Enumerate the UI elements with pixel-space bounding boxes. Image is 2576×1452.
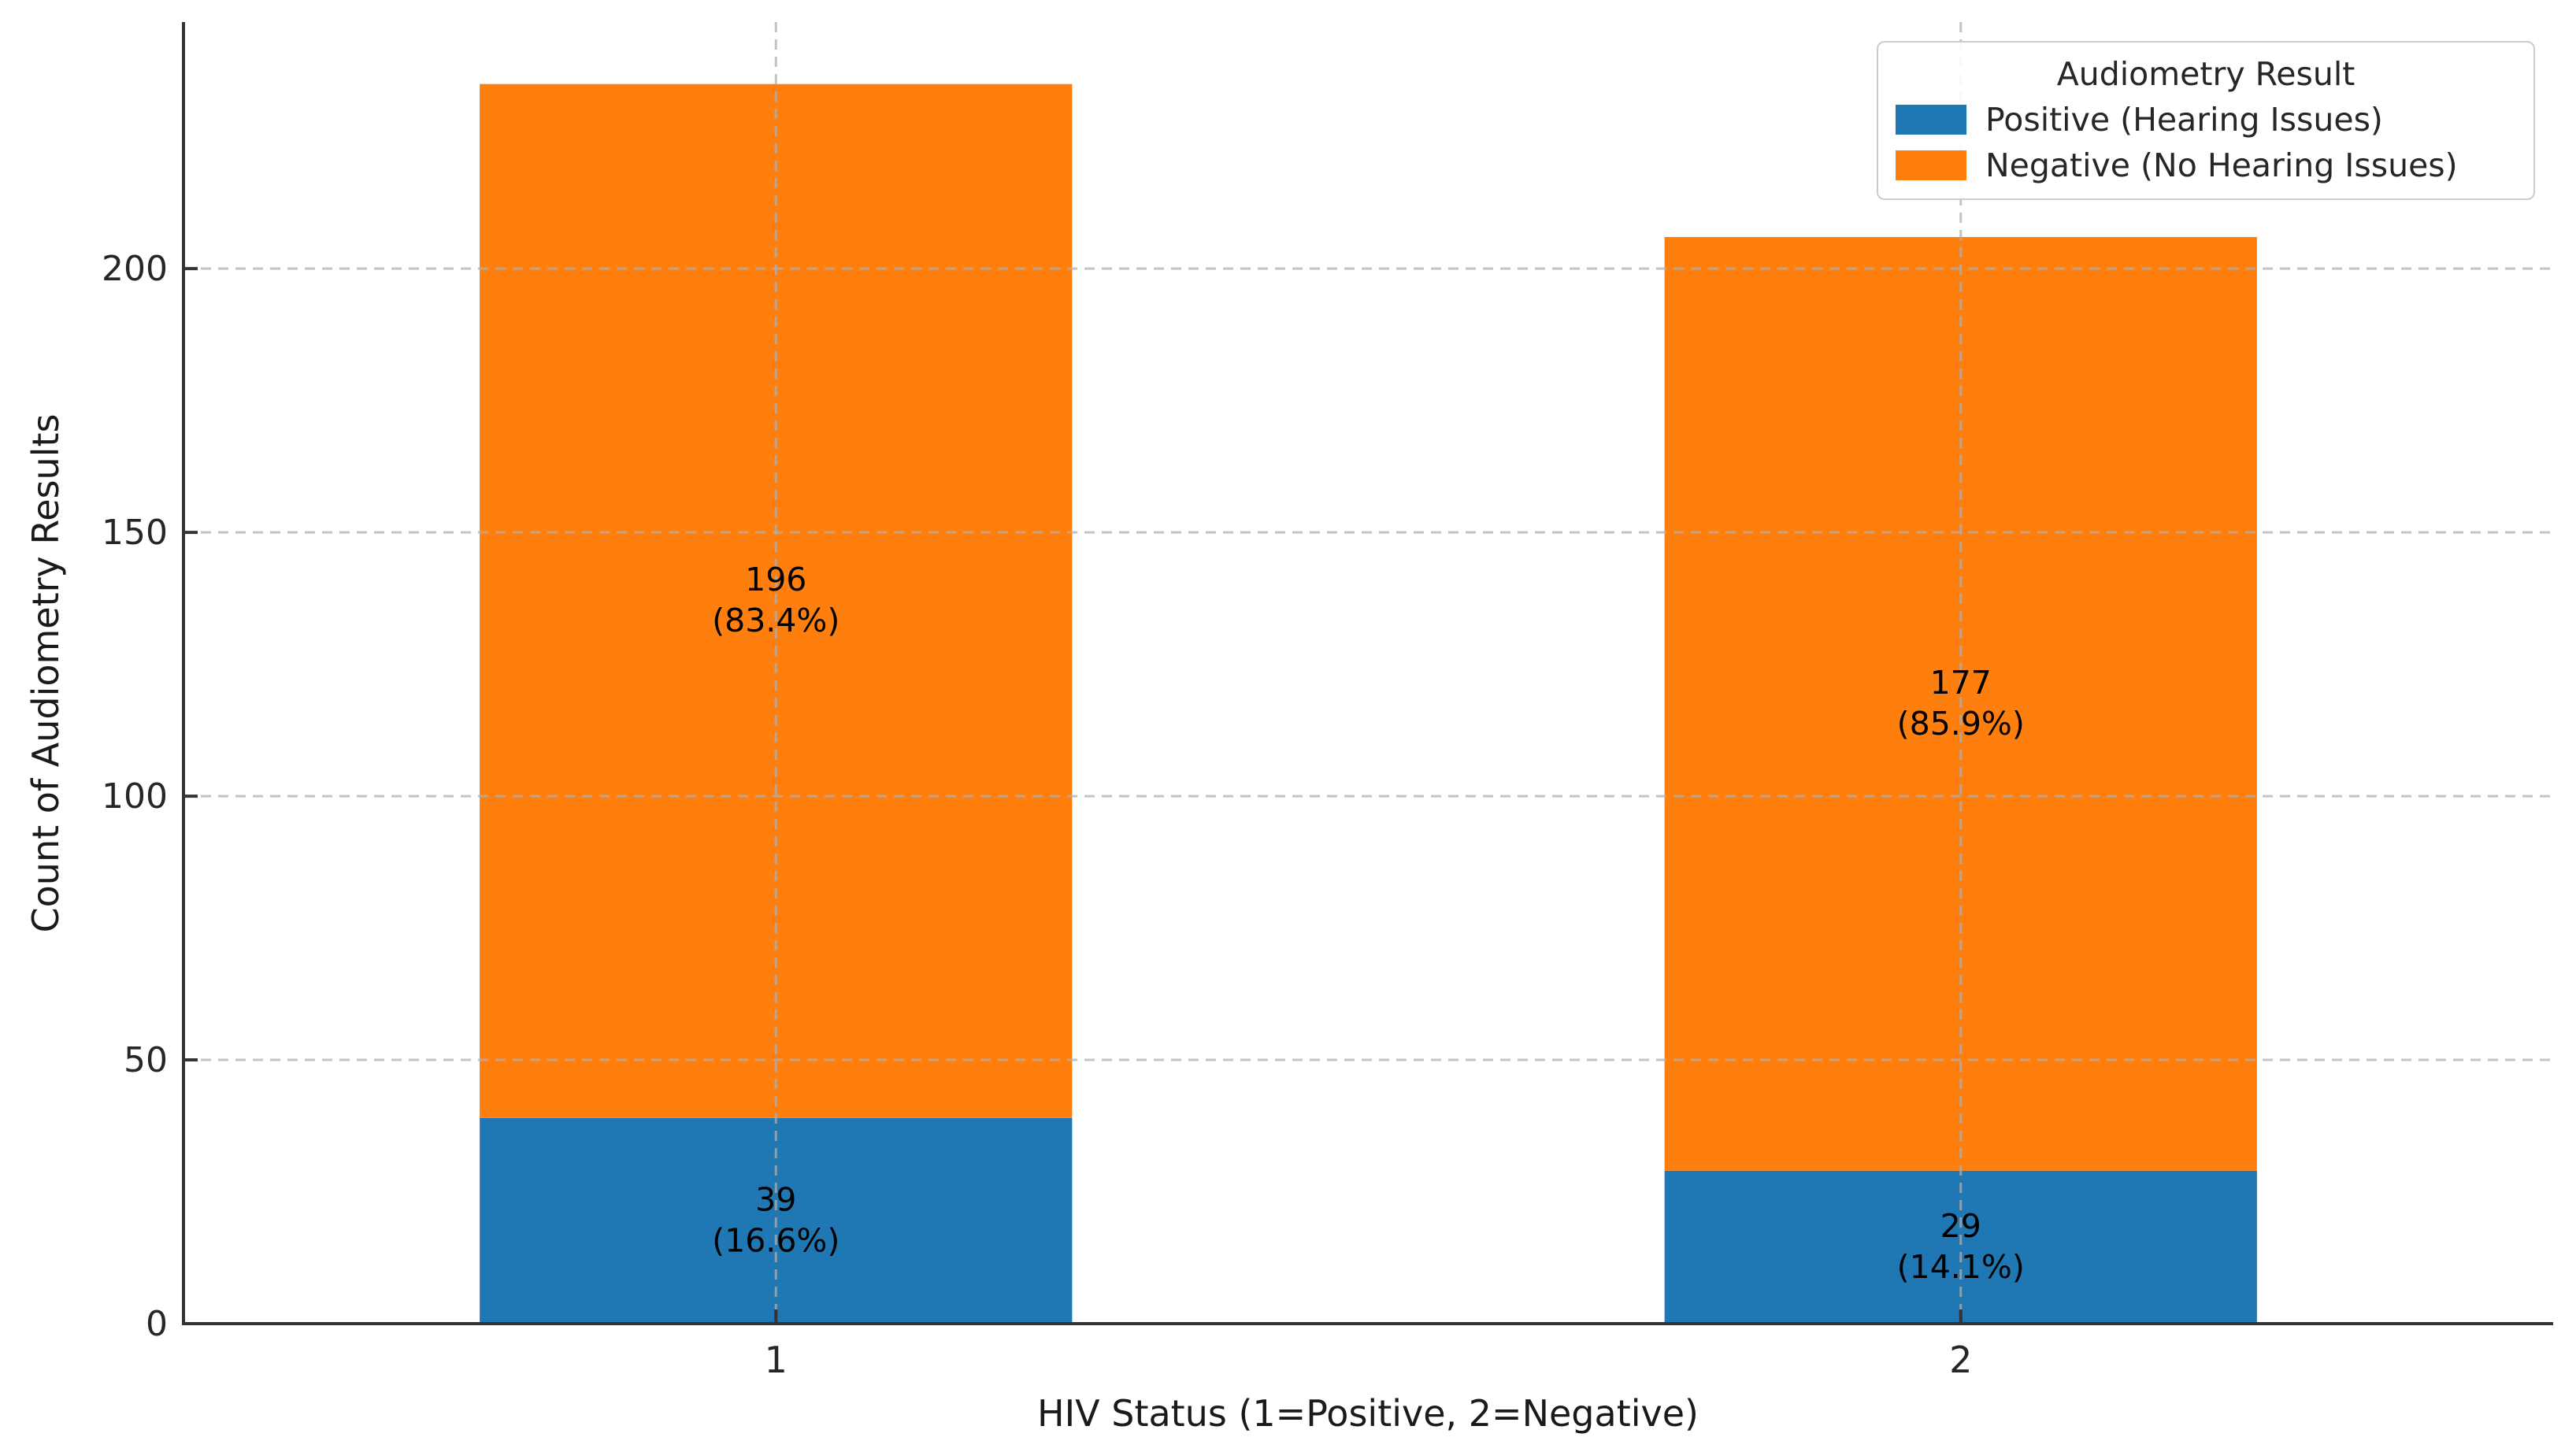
bar-value-label-2-positive: 29 (14.1%) [1897, 1207, 2025, 1286]
y-tick-label-50: 50 [124, 1040, 168, 1080]
legend-item-negative: Negative (No Hearing Issues) [1896, 146, 2516, 184]
legend-item-positive: Positive (Hearing Issues) [1896, 101, 2516, 139]
bar-value-label-1-positive: 39 (16.6%) [712, 1180, 840, 1259]
x-tick-label-2: 2 [1949, 1339, 1972, 1381]
legend-label-negative: Negative (No Hearing Issues) [1985, 146, 2458, 184]
legend-swatch-negative-icon [1896, 150, 1966, 180]
y-tick-label-150: 150 [102, 513, 168, 553]
bar-value-label-1-negative: 196 (83.4%) [712, 561, 840, 639]
legend-title: Audiometry Result [2056, 55, 2355, 93]
y-tick-label-100: 100 [102, 776, 168, 817]
legend-swatch-positive-icon [1896, 105, 1966, 135]
x-tick-label-1: 1 [765, 1339, 788, 1381]
bar-value-label-2-negative: 177 (85.9%) [1897, 664, 2025, 743]
y-tick-label-200: 200 [102, 249, 168, 289]
y-axis-title: Count of Audiometry Results [24, 413, 67, 933]
bar-segment-2-positive [1664, 1170, 2257, 1324]
y-tick-label-0: 0 [146, 1304, 168, 1344]
legend-label-positive: Positive (Hearing Issues) [1985, 101, 2383, 139]
x-axis-title: HIV Status (1=Positive, 2=Negative) [1037, 1392, 1699, 1435]
legend: Audiometry Result Positive (Hearing Issu… [1877, 41, 2535, 200]
